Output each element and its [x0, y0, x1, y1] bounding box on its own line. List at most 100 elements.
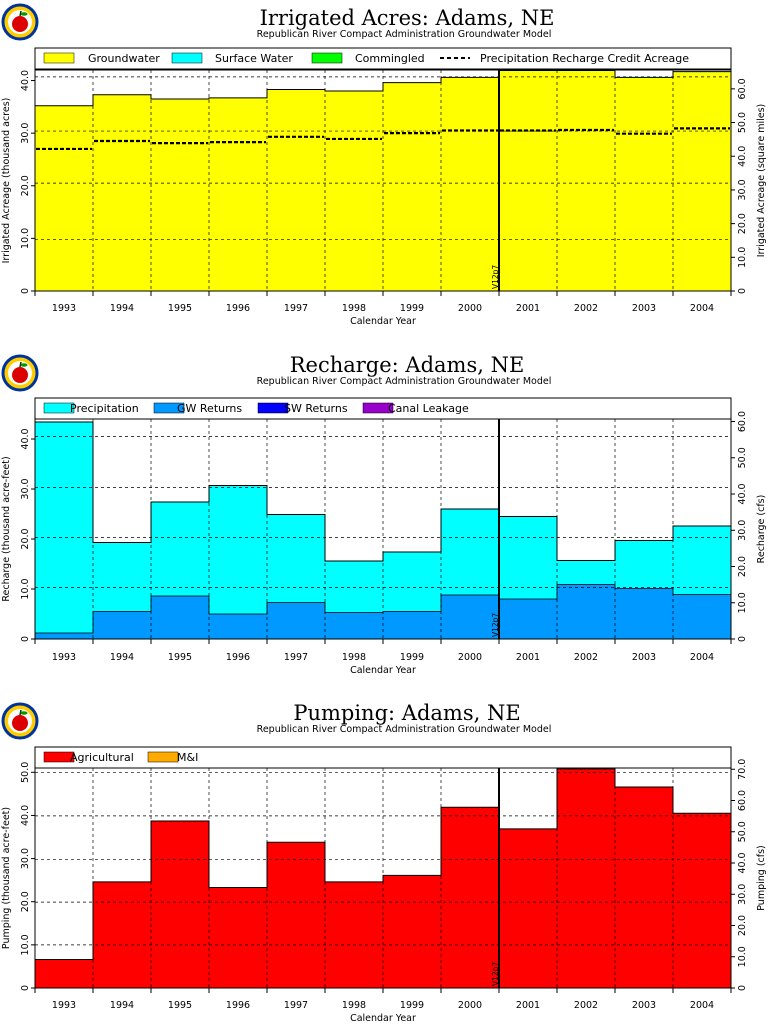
x-tick-label: 2000 — [458, 652, 482, 663]
area-segment — [441, 509, 499, 595]
y-tick-label: 40.0 — [20, 805, 31, 826]
legend-swatch — [43, 751, 75, 763]
area-segment — [93, 94, 151, 291]
area-segment — [383, 552, 441, 612]
x-tick-label: 1995 — [168, 652, 192, 663]
y-tick-label-right: 0 — [737, 985, 748, 991]
area-segment — [35, 959, 93, 988]
x-tick-label: 1998 — [342, 303, 366, 314]
area-segment — [383, 875, 441, 988]
area-segment — [151, 596, 209, 639]
area-segment — [151, 98, 209, 291]
legend-label: M&I — [177, 751, 198, 764]
apple-logo-icon — [1, 354, 39, 392]
area-segment — [325, 91, 383, 291]
chart-title: Pumping: Adams, NE — [293, 701, 520, 725]
x-tick-label: 1993 — [52, 652, 76, 663]
logo-leaf — [20, 711, 28, 715]
x-tick-label: 2004 — [690, 652, 714, 663]
y-tick-label-right: 10.0 — [737, 592, 748, 613]
chart-subtitle: Republican River Compact Administration … — [257, 29, 552, 40]
area-segment — [151, 502, 209, 596]
x-tick-label: 1995 — [168, 1000, 192, 1011]
area-segment — [35, 105, 93, 292]
x-tick-label: 1996 — [226, 1000, 250, 1011]
x-tick-label: 2003 — [632, 1000, 656, 1011]
x-tick-label: 2001 — [516, 303, 540, 314]
chart-subtitle: Republican River Compact Administration … — [257, 376, 552, 387]
y-tick-label-right: 40.0 — [737, 852, 748, 873]
logo-stem — [19, 709, 22, 716]
legend-swatch — [147, 751, 179, 763]
x-tick-label: 1993 — [52, 303, 76, 314]
logo-leaf — [20, 12, 28, 16]
area-segment — [383, 82, 441, 291]
y-tick-label: 20.0 — [20, 528, 31, 549]
apple-logo-icon — [1, 702, 39, 740]
legend-label: Precipitation Recharge Credit Acreage — [480, 52, 689, 65]
logo-apple — [12, 367, 28, 383]
y-tick-label: 30.0 — [20, 123, 31, 144]
legend-label: Precipitation — [70, 402, 139, 415]
legend-swatch — [257, 402, 289, 414]
x-tick-label: 1996 — [226, 652, 250, 663]
y-tick-label-right: 30.0 — [737, 179, 748, 200]
version-marker-label: V12p7 — [491, 613, 500, 637]
area-segment — [209, 614, 267, 639]
version-marker-label: V12p7 — [491, 962, 500, 986]
y-tick-label: 0 — [20, 288, 31, 294]
version-marker-label: V12p7 — [491, 265, 500, 289]
y-tick-label-right: 20.0 — [737, 915, 748, 936]
chart-title: Irrigated Acres: Adams, NE — [260, 6, 555, 30]
y-tick-label: 20.0 — [20, 891, 31, 912]
y-tick-label: 20.0 — [20, 175, 31, 196]
x-axis-label: Calendar Year — [350, 1013, 416, 1024]
area-segment — [267, 89, 325, 291]
legend-label: SW Returns — [284, 402, 348, 415]
y-tick-label: 10.0 — [20, 578, 31, 599]
y-tick-label-right: 20.0 — [737, 556, 748, 577]
x-tick-label: 1997 — [284, 303, 308, 314]
area-segment — [267, 842, 325, 988]
logo-apple — [12, 16, 28, 32]
legend-box — [34, 47, 732, 70]
area-segment — [325, 561, 383, 613]
x-tick-label: 2000 — [458, 1000, 482, 1011]
area-segment — [93, 881, 151, 988]
logo-stem — [19, 10, 22, 17]
x-tick-label: 1995 — [168, 303, 192, 314]
y-tick-label-right: 50.0 — [737, 112, 748, 133]
area-segment — [325, 881, 383, 988]
x-tick-label: 2002 — [574, 1000, 598, 1011]
x-tick-label: 1999 — [400, 652, 424, 663]
y-tick-label-right: 60.0 — [737, 411, 748, 432]
area-segment — [209, 485, 267, 614]
x-tick-label: 2001 — [516, 1000, 540, 1011]
logo-stem — [19, 361, 22, 368]
legend-swatch — [311, 52, 343, 64]
y-axis-label-right: Recharge (cfs) — [756, 495, 767, 564]
y-tick-label: 10.0 — [20, 934, 31, 955]
y-tick-label-right: 0 — [737, 288, 748, 294]
area-segment — [325, 612, 383, 639]
area-segment — [499, 71, 557, 291]
area-segment — [209, 97, 267, 291]
area-segment — [35, 633, 93, 639]
y-axis-label-right: Irrigated Acreage (square miles) — [756, 104, 767, 258]
area-segment — [267, 602, 325, 639]
x-tick-label: 1994 — [110, 1000, 134, 1011]
legend-label: Agricultural — [70, 751, 134, 764]
x-tick-label: 1994 — [110, 652, 134, 663]
area-segment — [267, 514, 325, 603]
x-tick-label: 1999 — [400, 1000, 424, 1011]
legend-label: GW Returns — [177, 402, 242, 415]
y-tick-label: 40.0 — [20, 70, 31, 91]
area-segment — [93, 542, 151, 612]
y-tick-label: 10.0 — [20, 228, 31, 249]
y-tick-label-right: 40.0 — [737, 146, 748, 167]
area-segment — [615, 588, 673, 639]
legend-label: Surface Water — [215, 52, 293, 65]
